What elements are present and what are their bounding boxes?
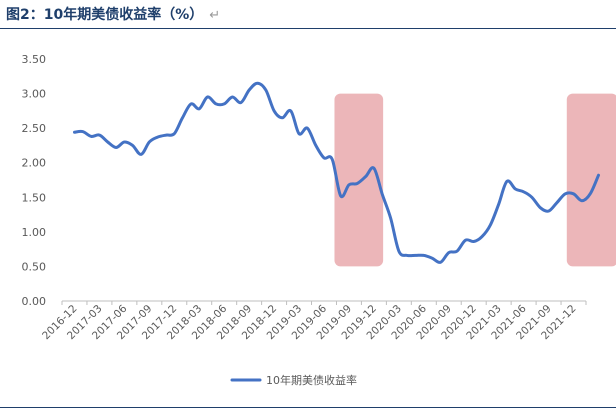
figure-title: 图2：10年期美债收益率（%） ↵ [6, 4, 220, 26]
y-tick-label: 3.50 [22, 53, 47, 66]
y-tick-label: 0.00 [22, 295, 47, 308]
title-divider [0, 28, 616, 29]
highlight-band-2 [566, 93, 616, 267]
legend-label: 10年期美债收益率 [266, 373, 357, 387]
bottom-divider [0, 407, 616, 408]
highlight-bands [334, 93, 616, 267]
x-axis-ticks: 2016-122017-032017-062017-092017-122018-… [40, 301, 587, 342]
y-tick-label: 1.00 [22, 226, 47, 239]
y-axis-ticks: 0.00 0.50 1.00 1.50 2.00 2.50 3.00 3.50 [22, 53, 47, 308]
data-series [73, 81, 600, 264]
chart-legend: 10年期美债收益率 [230, 373, 357, 387]
highlight-band-1 [334, 93, 384, 267]
return-mark-icon: ↵ [209, 8, 221, 23]
figure-title-text: 图2：10年期美债收益率（%） [6, 7, 204, 23]
y-tick-label: 1.50 [22, 191, 47, 204]
y-tick-label: 2.00 [22, 157, 47, 170]
y-tick-label: 0.50 [22, 260, 47, 273]
y-tick-label: 2.50 [22, 122, 47, 135]
y-tick-label: 3.00 [22, 88, 47, 101]
series-line-1 [73, 81, 600, 264]
